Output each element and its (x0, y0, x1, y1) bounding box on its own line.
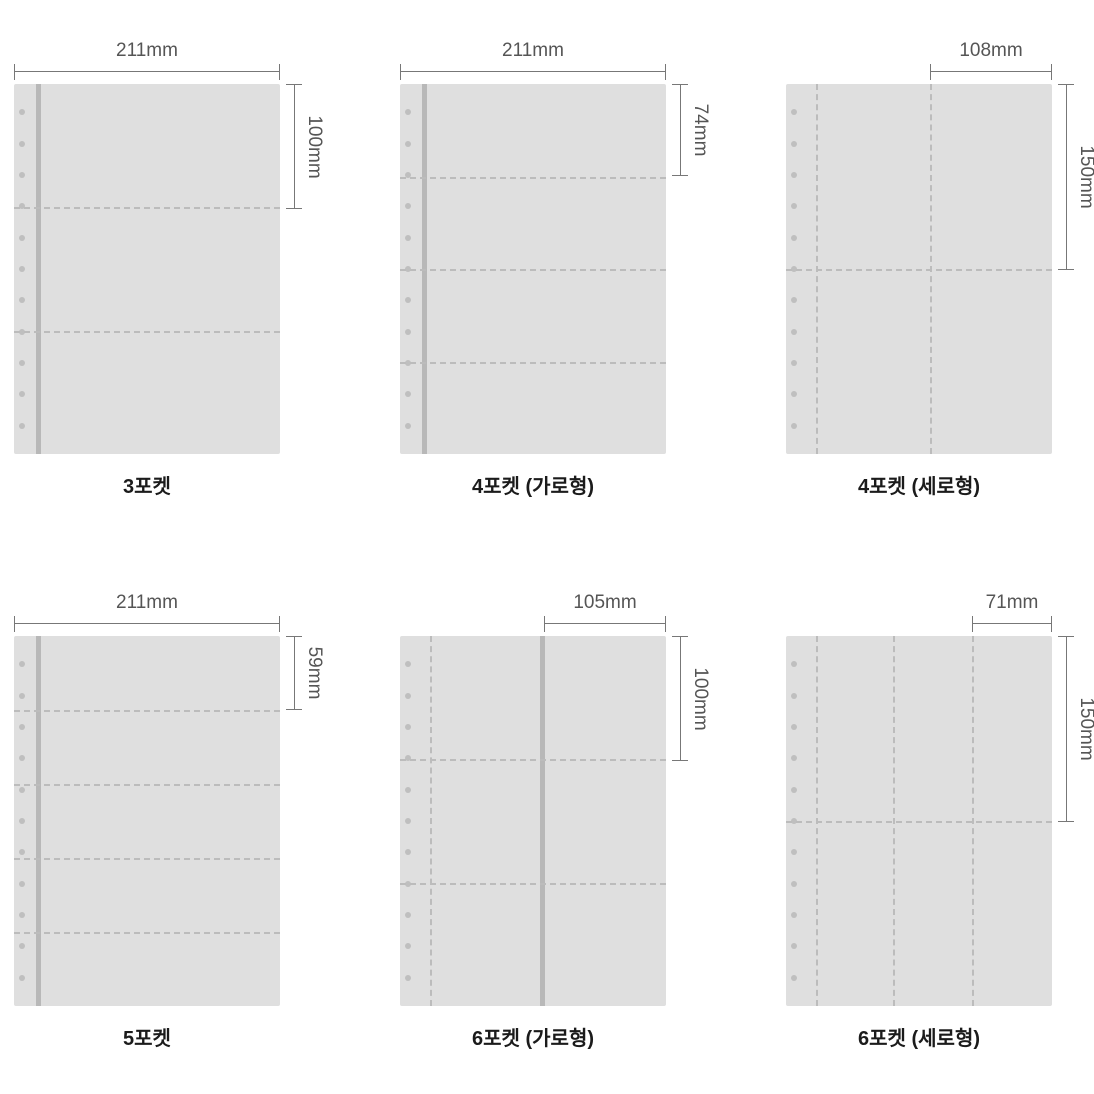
item-pocket4h: 211mm 74mm 4포켓 (가로형) (400, 84, 710, 454)
dim-top-label: 105mm (544, 592, 666, 614)
sheet-pocket3 (14, 84, 280, 454)
dim-right-pocket4h: 74mm (670, 84, 714, 176)
caption-pocket4h: 4포켓 (가로형) (400, 470, 666, 499)
item-pocket4v: 108mm 150mm 4포켓 (세로형) (786, 84, 1094, 454)
sheet-pocket6v (786, 636, 1052, 1006)
dim-top-pocket3: 211mm (14, 46, 280, 80)
sheet-pocket5 (14, 636, 280, 1006)
dim-top-pocket5: 211mm (14, 598, 280, 632)
binder-bar (36, 636, 41, 1006)
dim-top-label: 108mm (930, 40, 1052, 62)
dim-right-label: 74mm (689, 104, 711, 157)
dim-right-pocket6h: 100mm (670, 636, 714, 761)
binder-holes (14, 84, 36, 454)
binder-bar (540, 636, 545, 1006)
dim-right-label: 150mm (1075, 145, 1094, 208)
item-pocket5: 211mm 59mm 5포켓 (14, 636, 324, 1006)
caption-pocket6h: 6포켓 (가로형) (400, 1022, 666, 1051)
dim-right-label: 100mm (303, 115, 325, 178)
diagram-canvas: 211mm 100mm 3포켓 211mm (0, 0, 1094, 1094)
dim-right-label: 59mm (303, 647, 325, 700)
sheet-pocket4h (400, 84, 666, 454)
dim-right-pocket3: 100mm (284, 84, 328, 209)
dim-top-label: 211mm (400, 40, 666, 62)
dim-right-label: 150mm (1075, 697, 1094, 760)
dim-top-label: 211mm (14, 40, 280, 62)
binder-holes (400, 636, 422, 1006)
dim-right-pocket4v: 150mm (1056, 84, 1094, 270)
dim-top-pocket6v: 71mm (972, 598, 1052, 632)
item-pocket6h: 105mm 100mm 6포켓 (가로형) (400, 636, 710, 1006)
binder-holes (14, 636, 36, 1006)
caption-pocket4v: 4포켓 (세로형) (786, 470, 1052, 499)
item-pocket6v: 71mm 150mm 6포켓 (세로형) (786, 636, 1094, 1006)
dim-top-label: 71mm (972, 592, 1052, 614)
dim-right-label: 100mm (689, 667, 711, 730)
dim-top-pocket4v: 108mm (930, 46, 1052, 80)
caption-pocket3: 3포켓 (14, 470, 280, 499)
sheet-pocket6h (400, 636, 666, 1006)
caption-pocket5: 5포켓 (14, 1022, 280, 1051)
sheet-pocket4v (786, 84, 1052, 454)
dim-top-pocket6h: 105mm (544, 598, 666, 632)
dim-right-pocket6v: 150mm (1056, 636, 1094, 822)
dim-right-pocket5: 59mm (284, 636, 328, 710)
dim-top-pocket4h: 211mm (400, 46, 666, 80)
caption-pocket6v: 6포켓 (세로형) (786, 1022, 1052, 1051)
dim-top-label: 211mm (14, 592, 280, 614)
item-pocket3: 211mm 100mm 3포켓 (14, 84, 324, 454)
binder-bar (36, 84, 41, 454)
